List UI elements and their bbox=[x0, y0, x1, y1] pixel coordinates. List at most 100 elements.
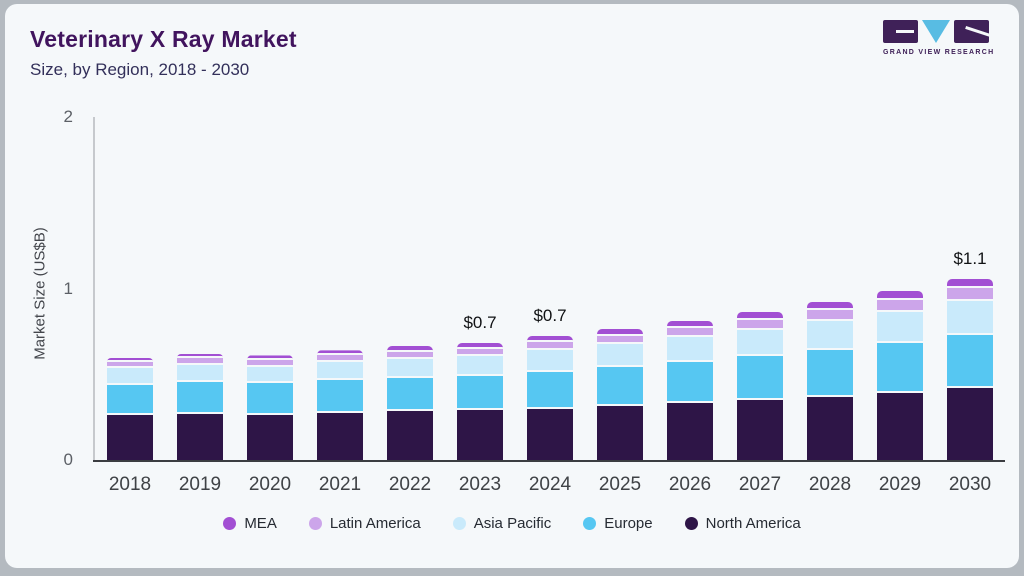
bar-segment-north-america bbox=[877, 393, 923, 460]
legend-dot-icon bbox=[223, 517, 237, 530]
legend-dot-icon bbox=[684, 517, 698, 530]
bar-segment-latin-america bbox=[807, 310, 853, 322]
logo-g-icon bbox=[883, 20, 918, 43]
bar-segment-mea bbox=[387, 346, 433, 352]
bar-segment-north-america bbox=[737, 399, 783, 460]
y-tick-label: 2 bbox=[63, 107, 73, 126]
bar-segment-north-america bbox=[177, 413, 223, 460]
bar-slot-2018 bbox=[95, 117, 165, 460]
bar-segment-mea bbox=[107, 358, 153, 363]
bar-segment-asia-pacific bbox=[667, 337, 713, 363]
bar-segment-mea bbox=[317, 350, 363, 356]
bar-segment-asia-pacific bbox=[107, 368, 153, 385]
x-tick-label-2025: 2025 bbox=[598, 474, 642, 495]
bar-segment-mea bbox=[247, 355, 293, 361]
bar-segment-latin-america bbox=[877, 300, 923, 312]
x-tick-label-2027: 2027 bbox=[738, 474, 782, 495]
bar-slot-2021 bbox=[305, 117, 375, 460]
y-axis-line bbox=[93, 117, 95, 462]
bar-segment-asia-pacific bbox=[247, 366, 293, 384]
stacked-bar-2026 bbox=[667, 321, 713, 460]
bar-segment-europe bbox=[597, 367, 643, 406]
bar-slot-2029 bbox=[865, 117, 935, 460]
x-tick-label-2019: 2019 bbox=[178, 474, 222, 495]
gvr-logo-marks bbox=[883, 20, 989, 45]
bar-segment-mea bbox=[597, 329, 643, 336]
legend-item-asia-pacific: Asia Pacific bbox=[452, 515, 552, 532]
stacked-bar-2025 bbox=[597, 329, 643, 460]
bar-segment-latin-america bbox=[107, 362, 153, 369]
legend-item-north-america: North America bbox=[684, 515, 801, 532]
chart-subtitle: Size, by Region, 2018 - 2030 bbox=[30, 60, 250, 79]
bar-segment-europe bbox=[527, 371, 573, 409]
bar-segment-asia-pacific bbox=[387, 358, 433, 378]
bar-segment-asia-pacific bbox=[877, 311, 923, 344]
bar-segment-asia-pacific bbox=[597, 344, 643, 368]
bar-segment-north-america bbox=[667, 403, 713, 460]
bar-segment-latin-america bbox=[177, 358, 223, 365]
bar-slot-2026 bbox=[655, 117, 725, 460]
bar-segment-north-america bbox=[947, 387, 993, 460]
x-tick-label-2020: 2020 bbox=[248, 474, 292, 495]
bar-segment-latin-america bbox=[667, 328, 713, 338]
bar-segment-latin-america bbox=[597, 335, 643, 345]
legend-label: Europe bbox=[604, 515, 653, 532]
x-tick-label-2028: 2028 bbox=[808, 474, 852, 495]
legend-item-mea: MEA bbox=[223, 515, 277, 532]
bar-segment-north-america bbox=[457, 410, 503, 460]
stacked-bar-2028 bbox=[807, 302, 853, 460]
x-axis-line bbox=[93, 460, 1005, 462]
bar-segment-asia-pacific bbox=[177, 364, 223, 382]
x-tick-label-2026: 2026 bbox=[668, 474, 712, 495]
bar-segment-europe bbox=[877, 343, 923, 394]
bar-segment-north-america bbox=[387, 411, 433, 460]
stacked-bar-2024 bbox=[527, 336, 573, 460]
legend-dot-icon bbox=[452, 517, 466, 530]
x-tick-label-2030: 2030 bbox=[948, 474, 992, 495]
x-tick-label-2022: 2022 bbox=[388, 474, 432, 495]
bar-segment-europe bbox=[947, 334, 993, 388]
grand-view-research-logo: GRAND VIEW RESEARCH bbox=[883, 20, 993, 56]
bar-segment-europe bbox=[247, 383, 293, 415]
bar-segment-europe bbox=[317, 380, 363, 413]
bar-segment-north-america bbox=[597, 405, 643, 460]
y-tick-label: 1 bbox=[63, 278, 73, 298]
bar-segment-latin-america bbox=[947, 288, 993, 301]
bar-slot-2020 bbox=[235, 117, 305, 460]
bar-slot-2019 bbox=[165, 117, 235, 460]
bar-segment-mea bbox=[457, 342, 503, 349]
x-tick-label-2018: 2018 bbox=[108, 474, 152, 495]
x-axis-labels: 2018 2019 2020 2021 2022 2023 2024 2025 2026 2027… bbox=[95, 474, 1005, 496]
bar-segment-asia-pacific bbox=[807, 321, 853, 351]
bar-slot-2023: $0.7 bbox=[445, 117, 515, 460]
bar-segment-latin-america bbox=[317, 355, 363, 363]
bar-segment-mea bbox=[947, 278, 993, 289]
bar-segment-latin-america bbox=[247, 360, 293, 367]
bar-slot-2025 bbox=[585, 117, 655, 460]
bar-segment-asia-pacific bbox=[947, 300, 993, 335]
bar-segment-asia-pacific bbox=[317, 362, 363, 381]
x-tick-label-2029: 2029 bbox=[878, 474, 922, 495]
bar-value-label: $1.1 bbox=[953, 248, 987, 268]
bar-segment-mea bbox=[877, 291, 923, 301]
legend-item-europe: Europe bbox=[583, 515, 653, 532]
bar-segment-north-america bbox=[527, 408, 573, 460]
legend-label: MEA bbox=[244, 515, 277, 532]
stacked-bar-2027 bbox=[737, 312, 783, 460]
legend-dot-icon bbox=[583, 517, 597, 530]
bar-slot-2030: $1.1 bbox=[935, 117, 1005, 460]
legend-dot-icon bbox=[308, 517, 322, 530]
bar-segment-north-america bbox=[107, 415, 153, 460]
legend-label: Asia Pacific bbox=[473, 515, 552, 532]
stacked-bar-2023 bbox=[457, 342, 503, 460]
bar-segment-europe bbox=[387, 377, 433, 412]
stacked-bar-2022 bbox=[387, 346, 433, 460]
bar-segment-latin-america bbox=[457, 348, 503, 357]
bar-segment-north-america bbox=[247, 414, 293, 460]
bar-segment-mea bbox=[807, 302, 853, 311]
bar-segment-latin-america bbox=[387, 351, 433, 359]
legend-label: North America bbox=[705, 515, 801, 532]
bar-segment-europe bbox=[737, 356, 783, 400]
stacked-bar-2021 bbox=[317, 350, 363, 460]
chart-card: Veterinary X Ray Market Size, by Region,… bbox=[5, 4, 1019, 568]
